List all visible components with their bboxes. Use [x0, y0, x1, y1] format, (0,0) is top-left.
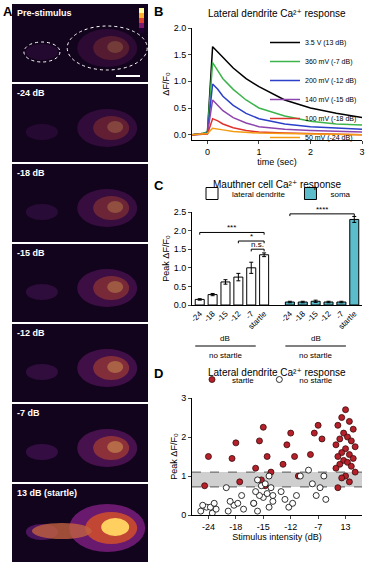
svg-text:****: **** — [316, 205, 328, 214]
svg-text:-12 dB: -12 dB — [17, 328, 45, 338]
svg-text:-24: -24 — [189, 309, 204, 324]
svg-text:-18: -18 — [229, 522, 242, 532]
svg-text:13 dB (startle): 13 dB (startle) — [17, 488, 77, 498]
svg-text:-12: -12 — [284, 522, 297, 532]
svg-text:0.5: 0.5 — [174, 103, 187, 113]
svg-text:-24 dB: -24 dB — [17, 88, 45, 98]
svg-text:no startle: no startle — [299, 351, 332, 360]
svg-text:C: C — [154, 178, 164, 193]
svg-text:2.5: 2.5 — [174, 207, 187, 217]
svg-text:-7 dB: -7 dB — [17, 408, 40, 418]
svg-text:soma: soma — [330, 190, 350, 199]
svg-text:D: D — [154, 366, 163, 381]
svg-text:3: 3 — [181, 393, 186, 403]
svg-text:1.5: 1.5 — [174, 50, 187, 60]
svg-text:0: 0 — [181, 510, 186, 520]
svg-text:0.5: 0.5 — [174, 282, 187, 292]
svg-text:0: 0 — [205, 147, 210, 157]
svg-text:-24: -24 — [280, 309, 295, 324]
svg-text:100 mV (-18 dB): 100 mV (-18 dB) — [305, 115, 356, 123]
svg-text:Peak ΔF/F₀: Peak ΔF/F₀ — [161, 235, 171, 282]
svg-text:360 mV (-7 dB): 360 mV (-7 dB) — [305, 58, 352, 66]
svg-text:13: 13 — [341, 522, 351, 532]
svg-text:-7: -7 — [334, 309, 346, 321]
svg-text:-15: -15 — [305, 309, 320, 324]
svg-text:-15: -15 — [257, 522, 270, 532]
svg-text:B: B — [154, 4, 163, 19]
svg-text:-7: -7 — [244, 309, 256, 321]
svg-text:no startle: no startle — [299, 376, 332, 385]
svg-text:-15: -15 — [215, 309, 230, 324]
svg-text:-12: -12 — [318, 309, 333, 324]
svg-text:Pre-stimulus: Pre-stimulus — [17, 8, 72, 18]
svg-text:Stimulus intensity (dB): Stimulus intensity (dB) — [232, 532, 322, 542]
svg-text:-18: -18 — [202, 309, 217, 324]
svg-text:Lateral dendrite Ca²⁺ response: Lateral dendrite Ca²⁺ response — [208, 367, 346, 378]
svg-text:-7: -7 — [314, 522, 322, 532]
svg-text:1: 1 — [256, 147, 261, 157]
svg-text:time (sec): time (sec) — [257, 157, 297, 167]
svg-text:2: 2 — [308, 147, 313, 157]
svg-text:dB: dB — [311, 334, 321, 343]
svg-text:-15 dB: -15 dB — [17, 248, 45, 258]
svg-text:Peak ΔF/F₀: Peak ΔF/F₀ — [169, 433, 179, 480]
svg-text:no startle: no startle — [209, 351, 242, 360]
svg-text:Mauthner cell Ca²⁺ response: Mauthner cell Ca²⁺ response — [213, 179, 342, 190]
svg-text:startle: startle — [337, 309, 359, 331]
svg-text:A: A — [3, 4, 13, 19]
svg-text:n.s.: n.s. — [251, 240, 264, 249]
svg-text:1.0: 1.0 — [174, 263, 187, 273]
svg-text:0.0: 0.0 — [174, 300, 187, 310]
svg-text:dB: dB — [220, 334, 230, 343]
svg-text:0.0: 0.0 — [174, 130, 187, 140]
svg-text:*: * — [250, 232, 253, 241]
svg-text:***: *** — [227, 223, 236, 232]
svg-text:2.0: 2.0 — [174, 23, 187, 33]
svg-text:-18 dB: -18 dB — [17, 168, 45, 178]
svg-text:lateral dendrite: lateral dendrite — [232, 190, 285, 199]
svg-text:startle: startle — [247, 309, 269, 331]
svg-text:-18: -18 — [292, 309, 307, 324]
svg-text:ΔF/F₀: ΔF/F₀ — [161, 72, 171, 96]
svg-text:startle: startle — [232, 376, 254, 385]
svg-text:-12: -12 — [228, 309, 243, 324]
svg-text:3: 3 — [359, 147, 364, 157]
svg-text:2.0: 2.0 — [174, 226, 187, 236]
svg-text:-24: -24 — [202, 522, 215, 532]
svg-text:1.0: 1.0 — [174, 76, 187, 86]
svg-text:1: 1 — [181, 471, 186, 481]
svg-text:50 mV (-24 dB): 50 mV (-24 dB) — [305, 134, 352, 142]
svg-text:140 mV (-15 dB): 140 mV (-15 dB) — [305, 96, 356, 104]
svg-text:1.5: 1.5 — [174, 244, 187, 254]
svg-text:3.5 V (13 dB): 3.5 V (13 dB) — [305, 39, 346, 47]
svg-text:2: 2 — [181, 432, 186, 442]
svg-text:200 mV (-12 dB): 200 mV (-12 dB) — [305, 77, 356, 85]
svg-text:Lateral dendrite Ca²⁺ response: Lateral dendrite Ca²⁺ response — [208, 8, 346, 19]
